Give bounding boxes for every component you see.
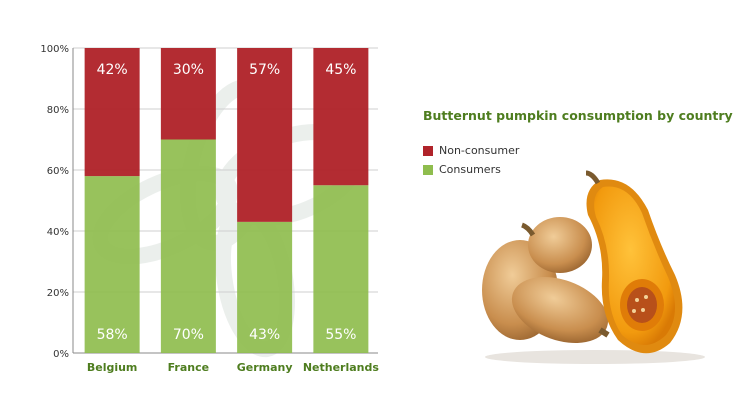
data-label-consumers: 58% [97, 327, 128, 343]
y-tick-label: 100% [40, 44, 69, 55]
y-tick-label: 20% [47, 288, 69, 299]
y-tick-label: 60% [47, 166, 69, 177]
x-category-label: Germany [237, 361, 293, 374]
x-category-label: France [168, 361, 209, 374]
legend-label-non-consumer: Non-consumer [439, 144, 520, 157]
bar-non-consumer [84, 48, 140, 177]
y-tick-label: 80% [47, 105, 69, 116]
data-label-consumers: 70% [173, 327, 204, 343]
bar-consumers [313, 185, 369, 353]
x-category-label: Belgium [87, 361, 138, 374]
legend-swatch-non-consumer [423, 145, 433, 156]
y-tick-label: 0% [53, 349, 69, 360]
x-category-label: Netherlands [303, 361, 380, 374]
legend-item-non-consumer: Non-consumer [423, 141, 733, 160]
butternut-squash-image [482, 170, 705, 364]
bar-non-consumer [313, 48, 369, 186]
data-label-non-consumer: 45% [325, 62, 356, 78]
bar-consumers [84, 176, 140, 353]
legend-item-consumers: Consumers [423, 160, 733, 179]
data-label-consumers: 55% [325, 327, 356, 343]
bar-non-consumer [237, 48, 293, 222]
bar-non-consumer [160, 48, 216, 140]
data-label-consumers: 43% [249, 327, 280, 343]
bar-consumers [237, 221, 293, 353]
legend-swatch-consumers [423, 164, 433, 175]
data-label-non-consumer: 57% [249, 62, 280, 78]
y-tick-label: 40% [47, 227, 69, 238]
legend: Butternut pumpkin consumption by country… [423, 108, 733, 179]
legend-label-consumers: Consumers [439, 163, 501, 176]
data-label-non-consumer: 42% [97, 62, 128, 78]
data-label-non-consumer: 30% [173, 62, 204, 78]
bar-consumers [160, 139, 216, 353]
chart-title: Butternut pumpkin consumption by country [423, 108, 733, 123]
